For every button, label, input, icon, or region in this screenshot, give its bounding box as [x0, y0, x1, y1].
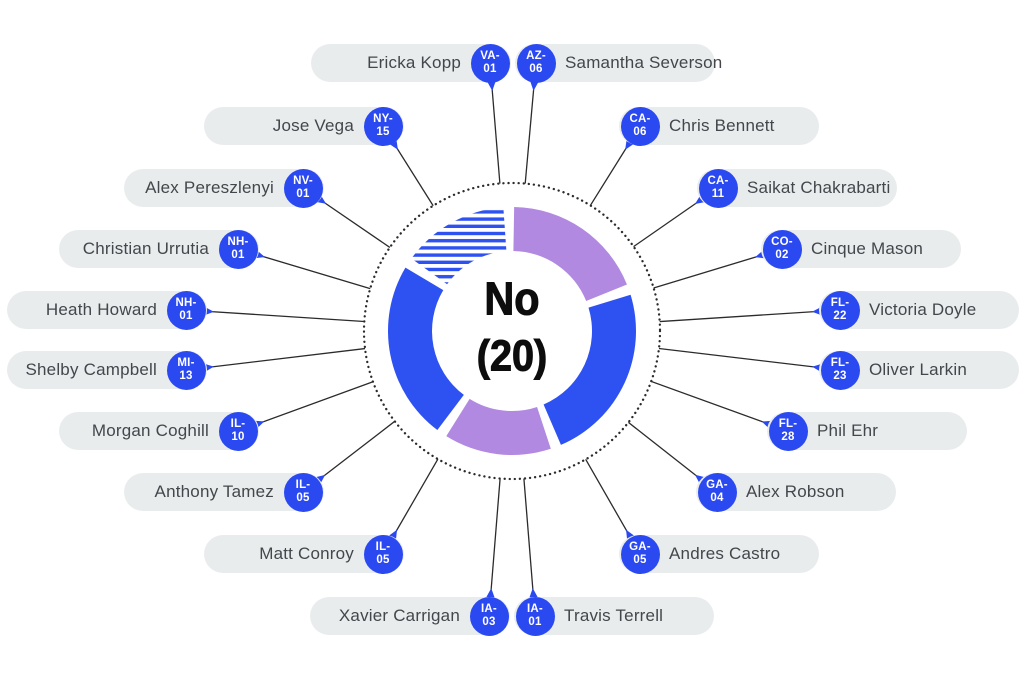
district-code-number: 11 [711, 188, 725, 200]
district-code-number: 03 [482, 616, 496, 628]
district-code-number: 22 [833, 310, 847, 322]
district-code-state: IL- [375, 541, 391, 554]
district-badge: NV- 01 [283, 168, 323, 208]
person-name: Heath Howard [45, 300, 157, 319]
district-code-number: 06 [633, 126, 647, 138]
donut-segment-2-right [543, 294, 637, 445]
person-name: Chris Bennett [669, 116, 775, 135]
person-name: Christian Urrutia [82, 239, 209, 258]
district-code-state: FL- [830, 297, 850, 310]
person-name: Ericka Kopp [367, 53, 461, 72]
district-code-state: AZ- [526, 50, 546, 63]
district-code-state: CA- [629, 113, 651, 126]
person-name: Saikat Chakrabarti [747, 178, 891, 197]
person-name: Phil Ehr [817, 421, 879, 440]
district-code-state: IL- [230, 418, 246, 431]
district-badge: IL- 05 [283, 472, 323, 512]
person-name: Andres Castro [669, 544, 781, 563]
district-badge: MI- 13 [166, 350, 206, 390]
district-badge: GA- 05 [620, 534, 660, 574]
district-badge: GA- 04 [697, 472, 737, 512]
district-badge: NH- 01 [166, 290, 206, 330]
district-code-state: IA- [481, 603, 497, 616]
district-badge: CA- 11 [698, 168, 738, 208]
district-code-state: MI- [177, 357, 195, 370]
person-name: Jose Vega [272, 116, 354, 135]
district-code-state: CA- [707, 175, 729, 188]
district-badge: FL- 22 [820, 290, 860, 330]
connector-line [659, 309, 841, 323]
district-badge: NY- 15 [363, 106, 403, 146]
district-code-number: 02 [775, 249, 789, 261]
district-code-number: 04 [710, 492, 724, 504]
district-code-state: GA- [706, 479, 728, 492]
district-code-state: NY- [373, 113, 393, 126]
district-code-number: 06 [529, 63, 543, 75]
district-badge: AZ- 06 [516, 43, 556, 83]
district-code-number: 05 [296, 492, 310, 504]
district-code-number: 01 [231, 249, 245, 261]
center-label: No (20) [476, 272, 548, 381]
donut-segment-1-top-right [513, 207, 627, 302]
person-name: Alex Robson [746, 482, 845, 501]
person-name: Morgan Coghill [91, 421, 209, 440]
district-badge: VA- 01 [470, 43, 510, 83]
connector-line [185, 309, 365, 323]
district-code-number: 01 [528, 616, 542, 628]
district-code-state: VA- [480, 50, 500, 63]
donut-segment-4-left [387, 267, 464, 431]
district-badge: IA- 01 [515, 596, 555, 636]
district-code-number: 01 [296, 188, 310, 200]
district-code-state: FL- [830, 357, 850, 370]
person-name: Oliver Larkin [869, 360, 968, 379]
district-badge: CO- 02 [762, 229, 802, 269]
district-badge: CA- 06 [620, 106, 660, 146]
person-name: Matt Conroy [259, 544, 354, 563]
district-badge: FL- 23 [820, 350, 860, 390]
district-code-number: 13 [179, 370, 193, 382]
district-code-state: GA- [629, 541, 651, 554]
district-code-state: NV- [293, 175, 313, 188]
district-code-number: 01 [483, 63, 497, 75]
district-code-number: 23 [833, 370, 847, 382]
donut-segment-5-top-left [411, 207, 507, 285]
district-code-state: IL- [295, 479, 311, 492]
district-code-state: IA- [527, 603, 543, 616]
district-code-state: FL- [778, 418, 798, 431]
district-code-number: 01 [179, 310, 193, 322]
donut-chart [387, 207, 637, 455]
person-name: Xavier Carrigan [338, 606, 460, 625]
district-code-state: CO- [771, 236, 793, 249]
district-code-number: 05 [633, 554, 647, 566]
connector-line [658, 347, 841, 371]
center-count-text: (20) [476, 331, 548, 381]
person-name: Cinque Mason [811, 239, 924, 258]
person-name: Victoria Doyle [869, 300, 977, 319]
center-answer-text: No [484, 272, 540, 325]
district-code-number: 05 [376, 554, 390, 566]
person-name: Samantha Severson [565, 53, 723, 72]
person-name: Travis Terrell [564, 606, 664, 625]
district-code-number: 10 [231, 431, 245, 443]
district-badge: NH- 01 [218, 229, 258, 269]
dotted-ring [362, 181, 662, 481]
person-name: Shelby Campbell [25, 360, 157, 379]
district-badge: FL- 28 [768, 411, 808, 451]
connector-line [185, 347, 366, 371]
district-badge: IL- 10 [218, 411, 258, 451]
district-code-number: 15 [376, 126, 390, 138]
district-code-state: NH- [227, 236, 249, 249]
district-code-number: 28 [781, 431, 795, 443]
person-name: Alex Pereszlenyi [145, 178, 274, 197]
donut-segment-3-bottom [446, 398, 551, 455]
district-badge: IL- 05 [363, 534, 403, 574]
district-code-state: NH- [175, 297, 197, 310]
district-badge: IA- 03 [469, 596, 509, 636]
person-name: Anthony Tamez [154, 482, 274, 501]
